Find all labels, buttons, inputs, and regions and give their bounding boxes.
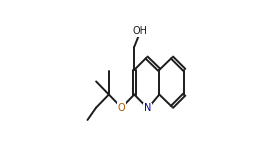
- Text: O: O: [118, 103, 125, 113]
- Text: OH: OH: [133, 26, 148, 36]
- Text: N: N: [144, 103, 152, 113]
